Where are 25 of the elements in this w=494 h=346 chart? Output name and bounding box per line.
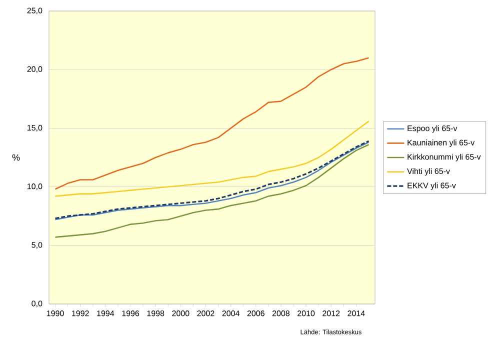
legend-label: Espoo yli 65-v <box>408 125 458 133</box>
y-tick-label: 25,0 <box>27 8 42 14</box>
y-tick-label: 15,0 <box>28 124 42 132</box>
x-tick-label: 2008 <box>272 310 290 316</box>
legend-label: Kauniainen yli 65-v <box>408 140 475 148</box>
legend-label: EKKV yli 65-v <box>408 182 456 190</box>
x-tick-label: 2014 <box>348 310 365 316</box>
x-tick-label: 2004 <box>222 310 240 316</box>
x-tick-label: 2010 <box>298 310 315 316</box>
x-tick-label: 1998 <box>147 310 164 316</box>
x-tick-label: 2012 <box>322 310 340 316</box>
x-tick-label: 1994 <box>97 310 114 316</box>
x-tick-label: 2000 <box>172 310 190 316</box>
x-tick-label: 1990 <box>46 310 64 316</box>
x-tick-label: 2006 <box>247 310 264 316</box>
x-tick-label: 2002 <box>197 310 214 316</box>
y-axis-title: % <box>12 154 20 161</box>
y-tick-label: 20,0 <box>27 66 42 73</box>
y-tick-label: 10,0 <box>28 184 42 190</box>
y-tick-label: 5,0 <box>32 242 42 249</box>
y-tick-label: 0,0 <box>32 300 42 308</box>
x-tick-label: 1992 <box>72 310 89 316</box>
x-tick-label: 1996 <box>122 310 140 316</box>
legend-label: Kirkkonummi yli 65-v <box>408 154 481 162</box>
legend-label: Vihti yli 65-v <box>407 168 450 176</box>
